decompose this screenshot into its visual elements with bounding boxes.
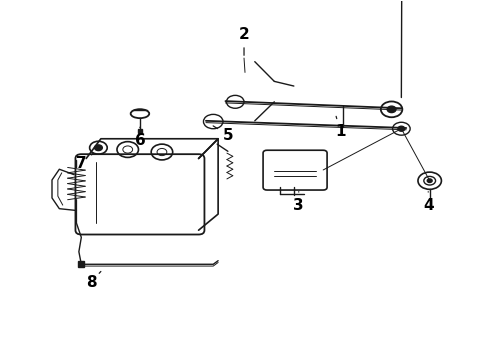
FancyBboxPatch shape (263, 150, 327, 190)
Text: 8: 8 (86, 271, 101, 290)
Text: 4: 4 (423, 192, 434, 213)
Text: 6: 6 (135, 127, 146, 148)
Circle shape (95, 145, 102, 150)
Circle shape (427, 179, 432, 183)
FancyBboxPatch shape (75, 154, 204, 234)
Text: 7: 7 (76, 153, 94, 171)
Text: 1: 1 (335, 116, 345, 139)
Text: 2: 2 (239, 27, 249, 55)
Circle shape (398, 126, 405, 131)
Text: 5: 5 (213, 126, 233, 143)
Circle shape (387, 106, 396, 113)
Text: 3: 3 (294, 192, 304, 213)
